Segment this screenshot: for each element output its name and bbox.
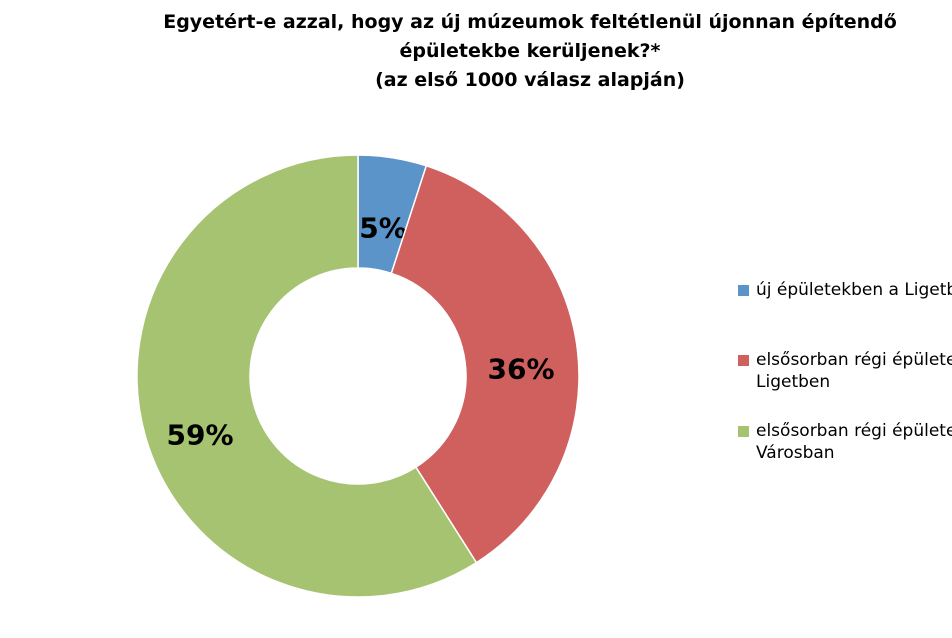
legend-swatch: [738, 285, 749, 296]
legend-label-line: elsősorban régi épületekben a: [756, 421, 952, 441]
legend-label-line: Ligetben: [756, 372, 831, 392]
chart-title-line-1: Egyetért-e azzal, hogy az új múzeumok fe…: [163, 11, 897, 33]
legend-swatch: [738, 355, 749, 366]
chart-legend: új épületekben a Ligetben elsősorban régi…: [738, 279, 952, 484]
chart-title-line-3: (az első 1000 válasz alapján): [375, 69, 685, 91]
legend-label: elsősorban régi épületekben aVárosban: [756, 420, 952, 464]
data-label-elsosorban-regi-epuletekben-a-ligetben: 36%: [487, 353, 554, 386]
legend-label-line: új épületekben a Ligetben: [756, 280, 952, 300]
donut-slice-elsosorban-regi-epuletekben-a-ligetben: [390, 164, 580, 564]
chart-title-line-2: épületekbe kerüljenek?*: [399, 40, 661, 62]
legend-swatch: [738, 426, 749, 437]
legend-label-line: elsősorban régi épületekben a: [756, 350, 952, 370]
legend-label: új épületekben a Ligetben: [756, 279, 952, 301]
chart-title: Egyetért-e azzal, hogy az új múzeumok fe…: [0, 8, 952, 95]
donut-slice-elsosorban-regi-epuletekben-a-varosban: [136, 154, 478, 598]
legend-label: elsősorban régi épületekben aLigetben: [756, 349, 952, 393]
data-label-elsosorban-regi-epuletekben-a-varosban: 59%: [166, 419, 233, 452]
legend-label-line: Városban: [756, 443, 835, 463]
data-label-uj-epuletekben-a-ligetben: 5%: [359, 212, 407, 245]
